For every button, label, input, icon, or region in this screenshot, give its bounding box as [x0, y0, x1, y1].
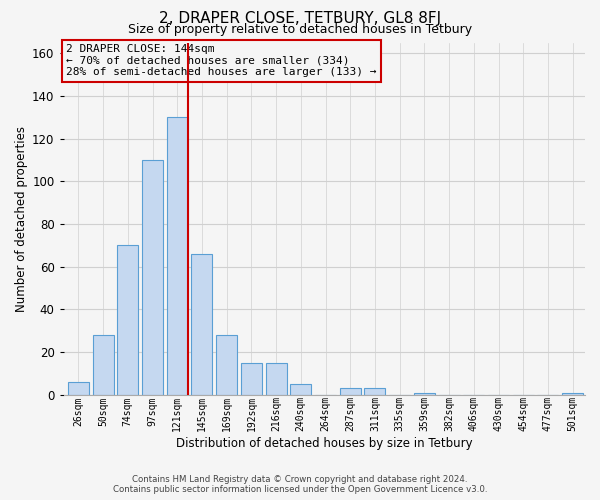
Bar — [290, 384, 311, 395]
Text: 2 DRAPER CLOSE: 144sqm
← 70% of detached houses are smaller (334)
28% of semi-de: 2 DRAPER CLOSE: 144sqm ← 70% of detached… — [66, 44, 377, 78]
Y-axis label: Number of detached properties: Number of detached properties — [15, 126, 28, 312]
Bar — [216, 335, 237, 395]
Text: Contains HM Land Registry data © Crown copyright and database right 2024.
Contai: Contains HM Land Registry data © Crown c… — [113, 474, 487, 494]
Bar — [340, 388, 361, 395]
Bar — [266, 363, 287, 395]
Bar — [414, 392, 435, 395]
Bar — [167, 117, 188, 395]
X-axis label: Distribution of detached houses by size in Tetbury: Distribution of detached houses by size … — [176, 437, 473, 450]
Text: Size of property relative to detached houses in Tetbury: Size of property relative to detached ho… — [128, 22, 472, 36]
Bar — [92, 335, 113, 395]
Bar — [118, 246, 139, 395]
Bar — [191, 254, 212, 395]
Bar — [241, 363, 262, 395]
Bar — [562, 392, 583, 395]
Bar — [364, 388, 385, 395]
Bar — [142, 160, 163, 395]
Text: 2, DRAPER CLOSE, TETBURY, GL8 8FJ: 2, DRAPER CLOSE, TETBURY, GL8 8FJ — [159, 11, 441, 26]
Bar — [68, 382, 89, 395]
